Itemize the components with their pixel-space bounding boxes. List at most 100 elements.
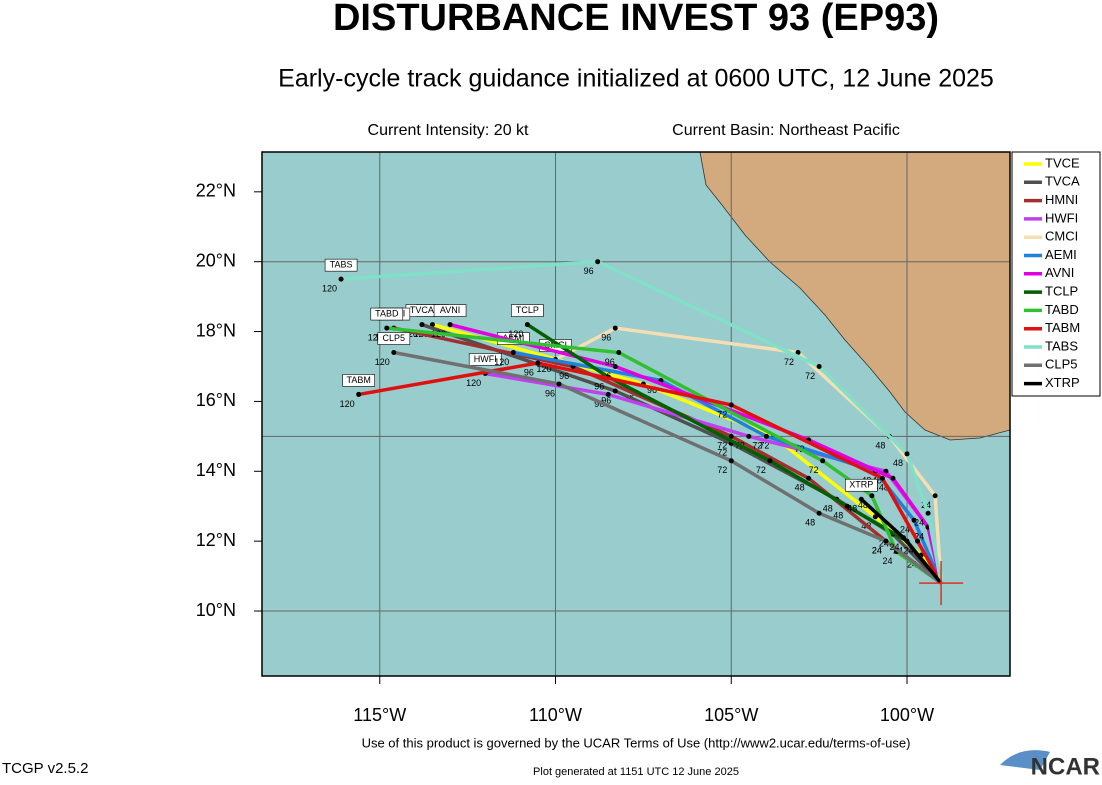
current-basin: Current Basin: Northeast Pacific [672, 122, 900, 139]
hour-label: 96 [559, 371, 569, 381]
track-point [763, 433, 769, 439]
track-name: TABD [375, 308, 399, 318]
track-point [767, 458, 773, 464]
legend-label: TABM [1045, 320, 1080, 335]
track-name: AVNI [440, 305, 460, 315]
hour-label: 120 [375, 357, 390, 367]
track-point [858, 496, 864, 502]
track-point [384, 325, 390, 331]
hour-label: 24 [914, 518, 924, 528]
track-name: TVCA [410, 305, 434, 315]
track-point [795, 350, 801, 356]
legend-label: TCLP [1045, 284, 1078, 299]
track-name: HWFI [474, 354, 497, 364]
generated: Plot generated at 1151 UTC 12 June 2025 [533, 766, 739, 778]
track-point [879, 475, 885, 481]
track-point [883, 468, 889, 474]
hour-label: 72 [752, 441, 762, 451]
track-point [612, 363, 618, 369]
track-point [338, 276, 344, 282]
legend: TVCE TVCA HMNI HWFI CMCI AEMI AVNI TCLP TABD TABM… [1011, 151, 1101, 397]
track-point [746, 433, 752, 439]
hour-label: 72 [784, 357, 794, 367]
hour-label: 24 [900, 525, 910, 535]
hour-label: 48 [833, 511, 843, 521]
track-name-box [468, 353, 502, 366]
track-line [421, 322, 943, 585]
hour-label: 72 [809, 465, 819, 475]
track-point [429, 322, 435, 328]
legend-label: TVCA [1045, 174, 1080, 189]
hour-label: 48 [795, 483, 805, 493]
track-point [535, 360, 541, 366]
track-name: TABS [330, 260, 353, 270]
track-point [820, 458, 826, 464]
track-point [595, 259, 601, 265]
track-point [932, 493, 938, 499]
legend-label: TABS [1045, 338, 1078, 353]
hour-label: 48 [858, 500, 868, 510]
hour-label: 48 [893, 458, 903, 468]
hour-label: 24 [914, 532, 924, 542]
track-line [340, 259, 943, 584]
track-point [356, 391, 362, 397]
hour-label: 120 [508, 329, 523, 339]
hour-label: 24 [914, 532, 924, 542]
track-name-box [370, 307, 404, 321]
hour-label: 96 [601, 395, 611, 405]
track-name-box [324, 258, 358, 272]
y-tick-label: 16°N [196, 390, 236, 410]
hour-label: 120 [494, 357, 509, 367]
track-name: AEMI [502, 333, 524, 343]
hour-label: 120 [368, 332, 383, 342]
hour-label: 72 [805, 371, 815, 381]
y-tick-label: 14°N [196, 460, 236, 480]
grid [262, 152, 1010, 676]
track-point [728, 402, 734, 408]
track-name: TABM [346, 375, 370, 385]
track-point [391, 350, 397, 356]
track-point [447, 322, 453, 328]
current-intensity: Current Intensity: 20 kt [368, 122, 530, 139]
hour-label: 24 [889, 542, 899, 552]
y-tick-label: 12°N [196, 530, 236, 550]
track-name-box [511, 304, 544, 317]
hour-label: 96 [584, 266, 594, 276]
land [699, 152, 1010, 441]
legend-label: AEMI [1045, 247, 1077, 262]
legend-label: CMCI [1045, 229, 1078, 244]
x-tick-label: 105°W [704, 705, 758, 725]
y-tick-label: 18°N [196, 320, 236, 340]
subtitle: Early-cycle track guidance initialized a… [278, 65, 994, 93]
track-point [419, 322, 425, 328]
track-name-box [342, 374, 375, 387]
track-point [816, 510, 822, 516]
y-tick-label: 22°N [196, 181, 236, 201]
track-point [890, 475, 896, 481]
map-frame [261, 151, 1011, 677]
legend-label: TABD [1045, 302, 1079, 317]
track-point [612, 325, 618, 331]
hour-label: 24 [904, 546, 914, 556]
hour-label: 24 [882, 556, 892, 566]
track-line [358, 361, 943, 584]
hour-label: 96 [545, 388, 555, 398]
x-tick-label: 100°W [880, 705, 934, 725]
hour-label: 96 [647, 385, 657, 395]
x-tick-label: 115°W [353, 705, 406, 725]
legend-box [1011, 151, 1101, 397]
track-name-box [433, 304, 467, 317]
legend-label: XTRP [1045, 375, 1080, 390]
logo: NCAR [1031, 753, 1100, 780]
hour-label: 48 [875, 441, 885, 451]
hour-label: 72 [717, 441, 727, 451]
track-point [612, 388, 618, 394]
track-point [556, 381, 562, 387]
hour-label: 72 [717, 465, 727, 475]
track-point [911, 517, 917, 523]
track-point [904, 451, 910, 457]
track-point [605, 391, 611, 397]
x-tick-label: 110°W [529, 705, 582, 725]
track-point [915, 538, 921, 544]
